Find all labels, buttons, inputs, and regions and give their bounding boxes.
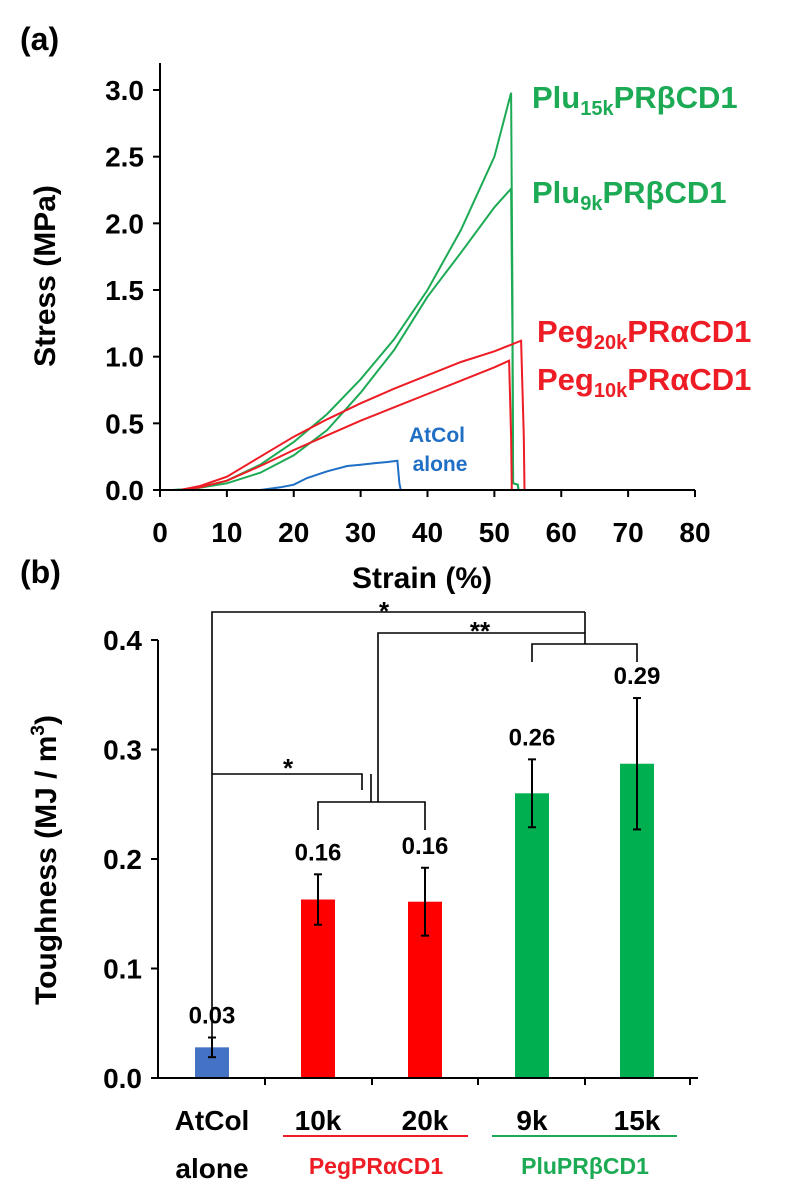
label-rest: PRβCD1: [602, 175, 726, 210]
label-sub: 9k: [580, 193, 603, 215]
bracket-plu-pair: [531, 643, 638, 662]
label-sub: 15k: [580, 98, 614, 120]
bars: 0.030.16 0.160.260.29: [189, 663, 661, 1078]
y-axis-title-main: Toughness (MJ / m: [30, 736, 63, 1005]
y-tick-label: 1.5: [105, 275, 144, 306]
x-axis-title: Strain (%): [352, 562, 492, 595]
group-label-plu: PluPRβCD1: [521, 1153, 649, 1179]
y-axis-title: Stress (MPa): [29, 185, 62, 367]
series-line-2: [179, 339, 526, 491]
y-tick-label: 0.2: [103, 844, 142, 875]
y-axis-title-end: ): [30, 715, 63, 725]
category-label: AtCol: [175, 1105, 250, 1136]
significance-marker: *: [283, 753, 294, 783]
significance-brackets: ****: [211, 596, 638, 1038]
label-sub: 10k: [594, 380, 628, 402]
panel-a-label: (a): [20, 21, 59, 57]
x-tick-label: 50: [479, 517, 510, 548]
series-label-peg10k: Peg10kPRαCD1: [537, 362, 751, 402]
y-tick-label: 2.0: [105, 208, 144, 239]
axis-ticks: 0 10 20 30 40 50 60 70 80 0.0 0.5 1.0 1.5 2.0 2.5 3.0: [105, 75, 711, 548]
y-tick-label: 2.5: [105, 142, 144, 173]
label-main: Plu: [532, 175, 580, 210]
toughness-chart: 0.030.16 0.160.260.29 0.00.10.20.30.4 ***…: [28, 596, 698, 1184]
label-main: Peg: [537, 362, 594, 397]
series-line-4: [220, 459, 402, 491]
stress-strain-chart: 0 10 20 30 40 50 60 70 80 0.0 0.5 1.0 1.5 2.0 2.5 3.0 S…: [29, 63, 751, 595]
axis-ticks: 0.0 0.1 0.2 0.3 0.4: [103, 625, 691, 1094]
category-labels: AtCol 10k 20k 9k 15k: [175, 1105, 661, 1136]
bracket-peg-pair: [317, 801, 426, 830]
bracket-atcol-plu: [211, 611, 585, 1038]
series-label-atcol-line2: alone: [413, 453, 468, 476]
y-tick-label: 0.1: [103, 954, 142, 985]
y-tick-label: 0.4: [103, 625, 142, 656]
bar-value-label: 0.26: [509, 724, 556, 751]
series-line-1: [173, 186, 520, 491]
bar-9k: [515, 793, 549, 1078]
y-tick-label: 0.3: [103, 735, 142, 766]
bracket-atcol-peg: [212, 773, 363, 790]
label-main: Peg: [537, 314, 594, 349]
x-tick-label: 10: [211, 517, 242, 548]
y-tick-label: 0.5: [105, 408, 144, 439]
label-rest: PRαCD1: [627, 362, 751, 397]
series-label-plu15k: Plu15kPRβCD1: [532, 80, 738, 120]
category-label-atcol-line2: alone: [175, 1153, 248, 1184]
bar-10k: [301, 899, 335, 1078]
y-axis-title: Toughness (MJ / m3): [28, 715, 63, 1005]
category-label: 20k: [402, 1105, 449, 1136]
bracket-peg-plu: [377, 632, 585, 802]
bar-value-label: 0.29: [614, 663, 661, 690]
x-tick-label: 80: [679, 517, 710, 548]
y-axis-title-sup: 3: [28, 725, 49, 736]
y-tick-label: 0.0: [105, 475, 144, 506]
bar-value-label: 0.16: [295, 839, 342, 866]
significance-marker: *: [379, 596, 390, 626]
panel-b-label: (b): [20, 554, 61, 590]
series-line-3: [179, 359, 513, 491]
label-rest: PRβCD1: [614, 80, 738, 115]
x-tick-label: 0: [152, 517, 168, 548]
label-main: Plu: [532, 80, 580, 115]
x-tick-label: 40: [412, 517, 443, 548]
category-label: 9k: [516, 1105, 548, 1136]
y-tick-label: 1.0: [105, 342, 144, 373]
y-tick-label: 3.0: [105, 75, 144, 106]
label-sub: 20k: [594, 332, 628, 354]
x-tick-label: 30: [345, 517, 376, 548]
series-line-0: [173, 92, 520, 491]
x-tick-label: 20: [278, 517, 309, 548]
bar-value-label: 0.16: [402, 833, 449, 860]
group-label-peg: PegPRαCD1: [309, 1153, 443, 1179]
stress-strain-series: [173, 92, 526, 491]
x-tick-label: 70: [613, 517, 644, 548]
series-label-peg20k: Peg20kPRαCD1: [537, 314, 751, 354]
category-label: 10k: [295, 1105, 342, 1136]
category-label: 15k: [614, 1105, 661, 1136]
label-rest: PRαCD1: [627, 314, 751, 349]
y-tick-label: 0.0: [103, 1063, 142, 1094]
significance-marker: **: [470, 616, 491, 646]
x-tick-label: 60: [546, 517, 577, 548]
series-label-atcol-line1: AtCol: [409, 424, 465, 447]
series-label-plu9k: Plu9kPRβCD1: [532, 175, 726, 215]
